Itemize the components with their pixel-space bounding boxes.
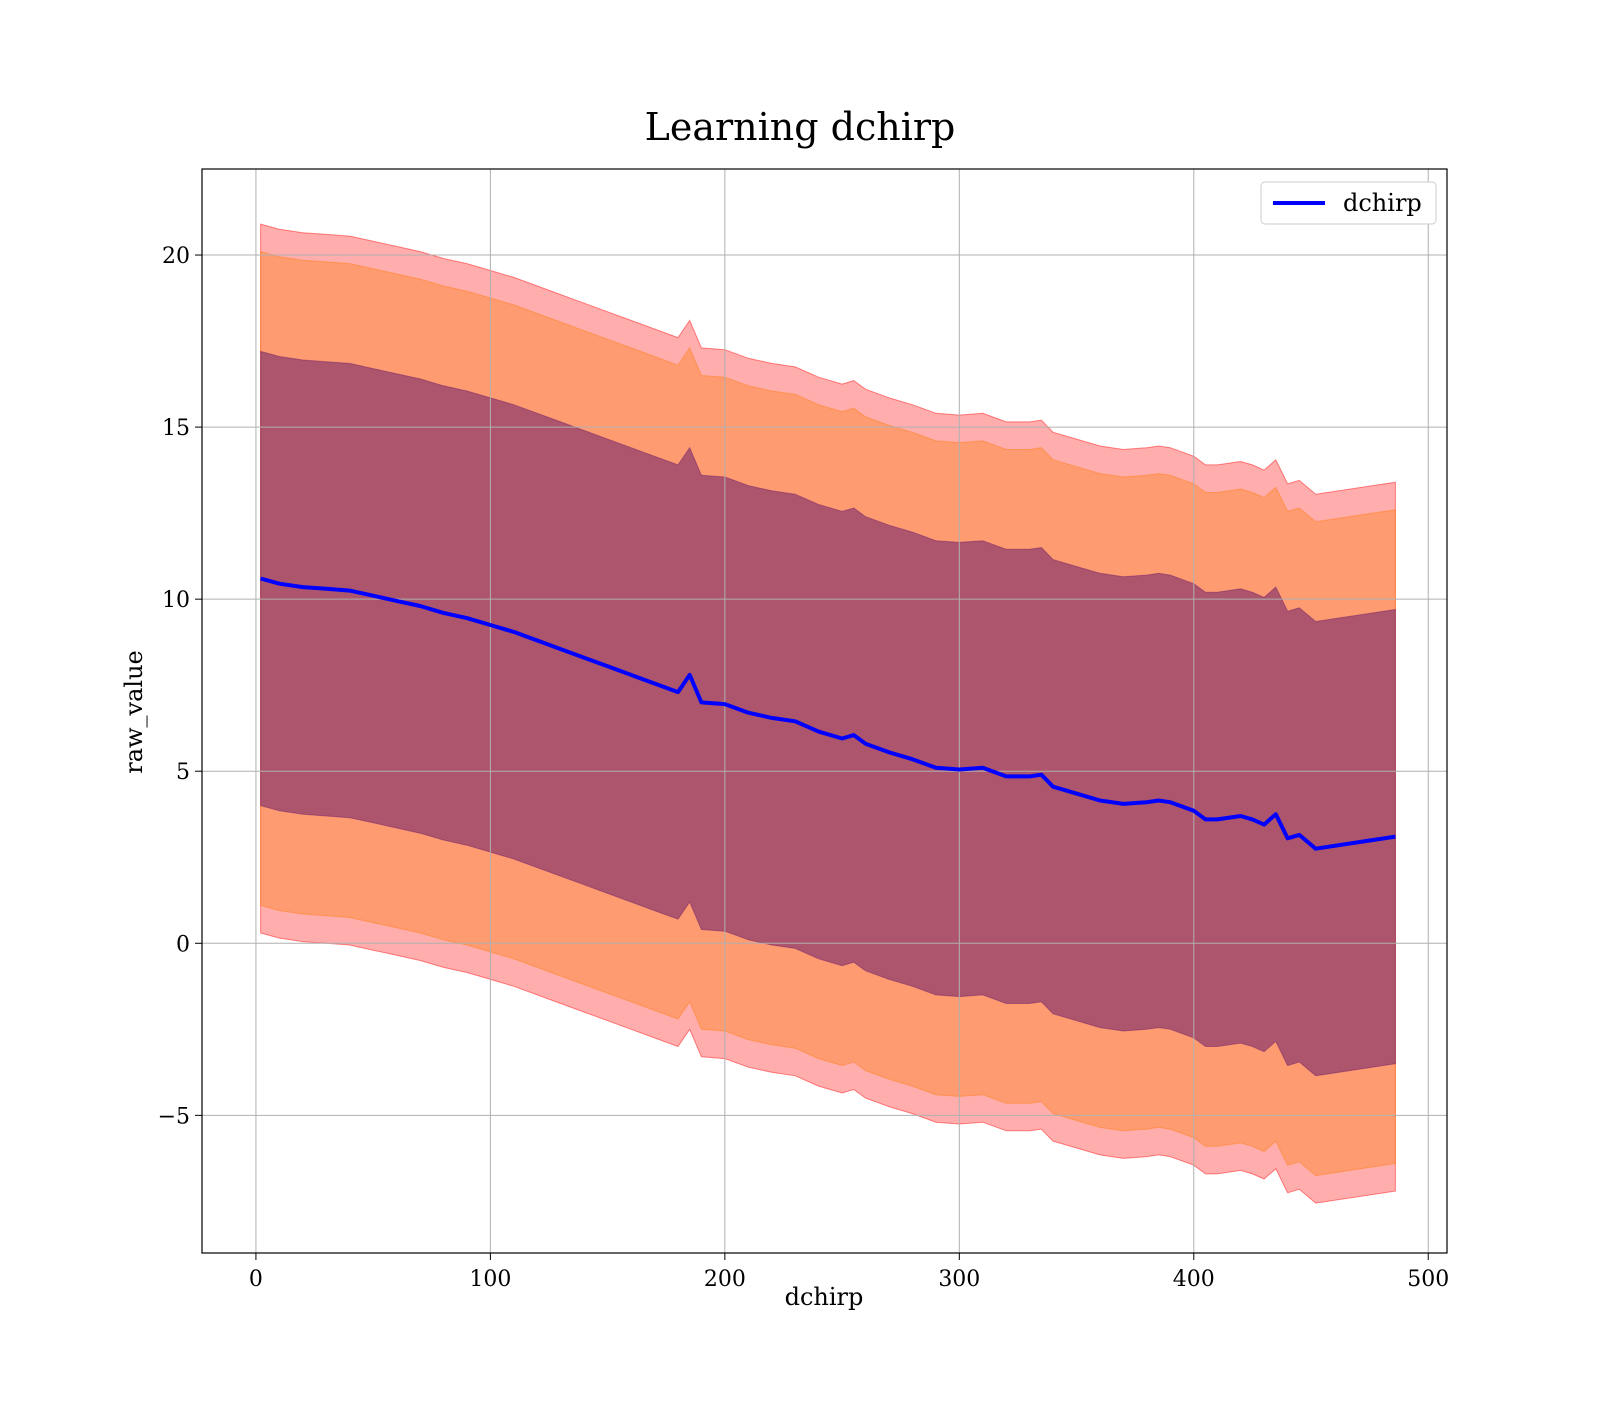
x-tick-label: 500 xyxy=(1407,1267,1449,1292)
confidence-bands xyxy=(260,223,1396,1204)
y-ticks: −5 0 5 10 15 20 xyxy=(158,244,202,1129)
x-tick-label: 300 xyxy=(938,1267,980,1292)
plot-frame xyxy=(201,168,1448,1254)
y-tick-label: 5 xyxy=(176,760,190,785)
band-inner xyxy=(260,350,1396,1077)
grid xyxy=(202,169,1447,1253)
legend: dchirp xyxy=(1260,181,1437,225)
x-axis-label: dchirp xyxy=(785,1283,864,1311)
x-tick-label: 200 xyxy=(704,1267,746,1292)
y-axis-label: raw_value xyxy=(120,650,148,774)
y-tick-label: 0 xyxy=(176,932,190,957)
x-tick-label: 400 xyxy=(1173,1267,1215,1292)
x-ticks: 0 100 200 300 400 500 xyxy=(249,1253,1449,1292)
y-tick-label: −5 xyxy=(158,1104,190,1129)
y-tick-label: 15 xyxy=(162,416,190,441)
legend-label-dchirp: dchirp xyxy=(1343,189,1422,217)
y-tick-label: 10 xyxy=(162,588,190,613)
chart-title: Learning dchirp xyxy=(645,105,956,149)
x-tick-label: 100 xyxy=(469,1267,511,1292)
series-lines xyxy=(260,576,1396,851)
y-tick-label: 20 xyxy=(162,244,190,269)
legend-box xyxy=(1260,181,1437,225)
series-line-dchirp xyxy=(260,576,1396,851)
x-tick-label: 0 xyxy=(249,1267,263,1292)
